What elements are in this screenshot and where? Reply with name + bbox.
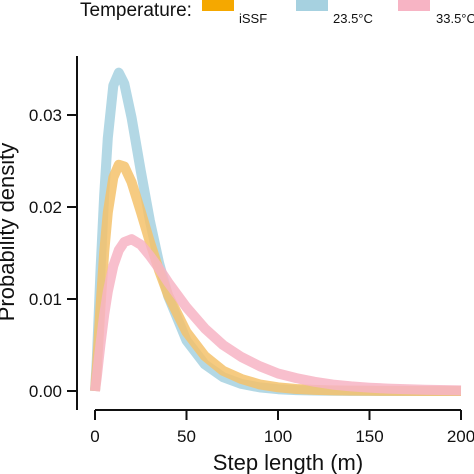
x-tick-label: 150: [355, 427, 383, 446]
series-line-2: [90, 234, 462, 396]
x-tick-label: 50: [177, 427, 196, 446]
y-ticks: 0.00 0.01 0.02 0.03: [29, 106, 77, 401]
legend-key-33-5: [398, 0, 430, 11]
x-tick-label: 0: [90, 427, 99, 446]
series-layer: [90, 67, 462, 396]
y-tick-label: 0.01: [29, 290, 62, 309]
x-axis-label: Step length (m): [213, 450, 363, 474]
y-tick-label: 0.00: [29, 382, 62, 401]
legend-label-33-5: 33.5°C: [436, 11, 474, 26]
legend-title: Temperature:: [80, 0, 192, 21]
y-axis-label: Probability density: [0, 143, 19, 322]
y-tick-label: 0.03: [29, 106, 62, 125]
legend-key-23-5: [296, 0, 328, 11]
x-ticks: 0 50 100 150 200: [90, 410, 474, 446]
x-tick-label: 100: [264, 427, 292, 446]
x-tick-label: 200: [447, 427, 474, 446]
legend-key-issf: [202, 0, 234, 11]
legend: Temperature: iSSF 23.5°C 33.5°C: [80, 0, 474, 26]
legend-label-issf: iSSF: [239, 11, 267, 26]
legend-label-23-5: 23.5°C: [333, 11, 373, 26]
y-tick-label: 0.02: [29, 198, 62, 217]
